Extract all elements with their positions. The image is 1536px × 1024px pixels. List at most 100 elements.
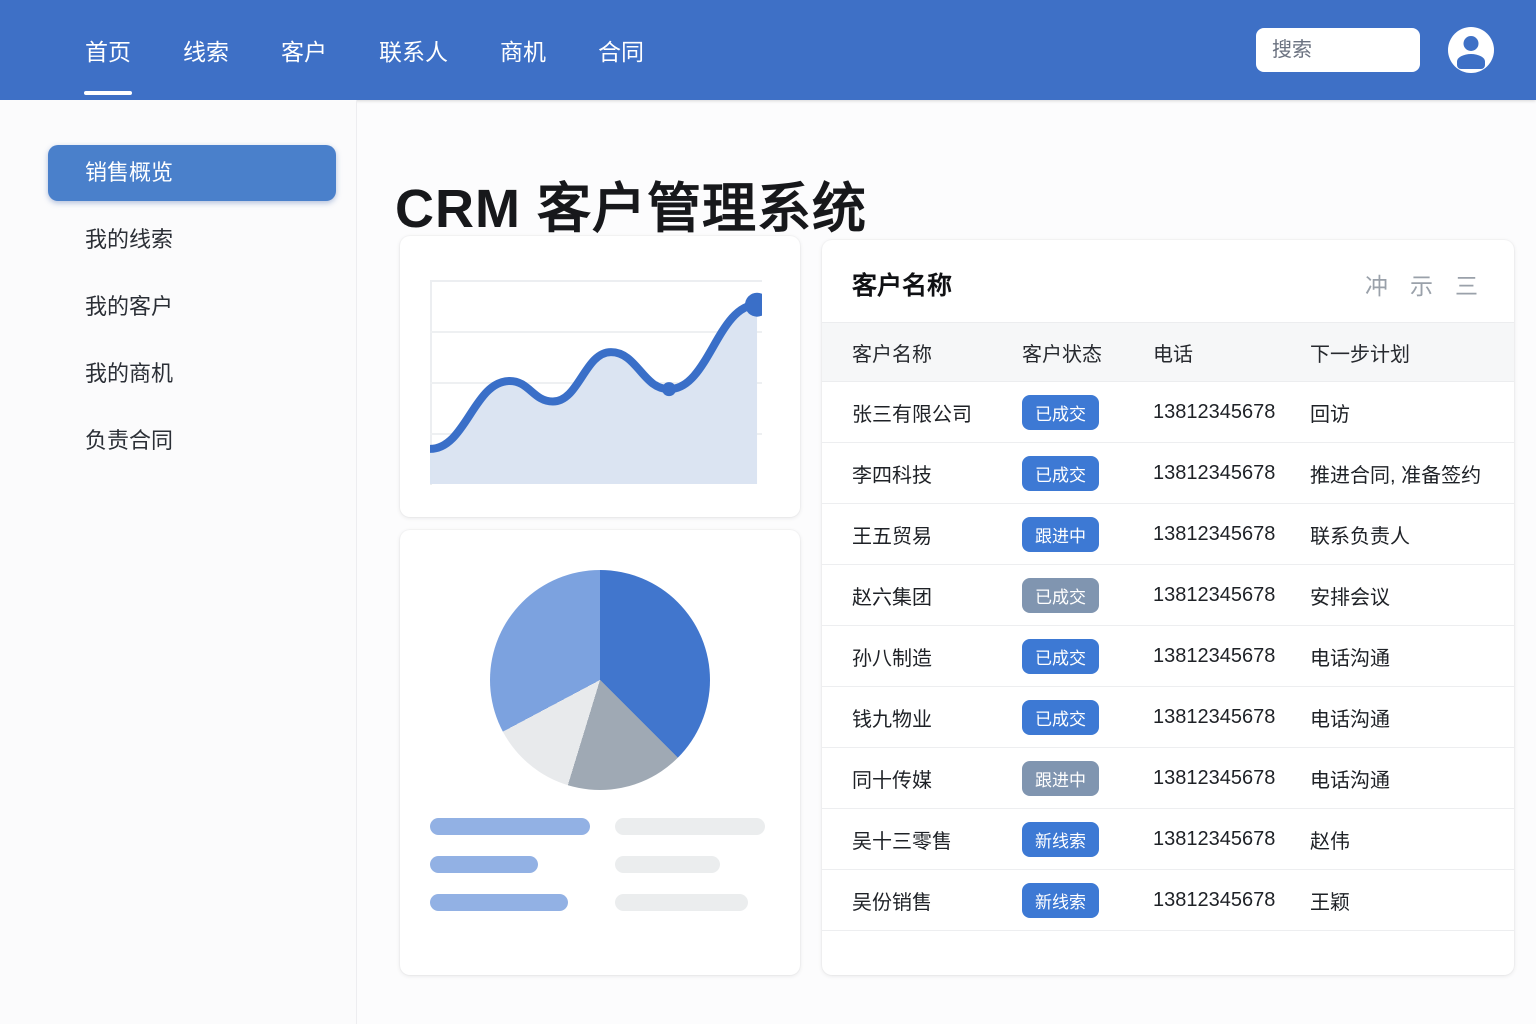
col-customer-status: 客户状态: [1022, 343, 1102, 366]
customer-name-cell: 钱九物业: [852, 708, 932, 731]
legend-skeleton-bar-gray: [615, 856, 720, 873]
legend-skeleton-bar-gray: [615, 818, 765, 835]
table-header-row: 客户名称 客户状态 电话 下一步计划: [822, 322, 1514, 382]
sidebar-item-my-contracts[interactable]: 负责合同: [85, 428, 174, 453]
search-input[interactable]: [1256, 28, 1420, 72]
customer-name-cell: 赵六集团: [852, 586, 932, 609]
legend-left-col: [430, 856, 615, 873]
customer-name-cell: 张三有限公司: [852, 403, 972, 426]
navbar-right-group: [1256, 27, 1536, 73]
legend-skeleton-bar-gray: [615, 894, 748, 911]
next-plan-cell: 电话沟通: [1310, 708, 1390, 731]
phone-cell: 13812345678: [1153, 705, 1276, 728]
next-plan-cell: 电话沟通: [1310, 769, 1390, 792]
phone-cell: 13812345678: [1153, 644, 1276, 667]
panel-toolbar: 冲示三: [1365, 267, 1478, 301]
data-point-marker: [662, 382, 677, 397]
customer-status-cell: 已成交: [1022, 577, 1153, 613]
trend-chart-card: [400, 236, 800, 517]
line-chart: [426, 280, 770, 486]
avatar-person-icon-body: [1457, 54, 1485, 69]
customers-panel-header: 客户名称 冲示三: [822, 240, 1514, 322]
customer-status-cell: 已成交: [1022, 455, 1153, 491]
customer-name-cell: 孙八制造: [852, 647, 932, 670]
customer-name-cell: 同十传媒: [852, 769, 932, 792]
legend-skeleton-bar-blue: [430, 894, 568, 911]
legend-row: [430, 894, 774, 911]
customer-name-cell: 吴份销售: [852, 891, 932, 914]
phone-cell: 13812345678: [1153, 766, 1276, 789]
next-plan-cell: 安排会议: [1310, 586, 1390, 609]
customer-status-cell: 已成交: [1022, 638, 1153, 674]
legend-row: [430, 818, 774, 835]
table-body: 张三有限公司 已成交 13812345678 回访 李四科技 已成交 13812345678…: [822, 382, 1514, 931]
sort-icon[interactable]: 示: [1410, 273, 1433, 299]
table-row[interactable]: 吴十三零售 新线索 13812345678 赵伟: [822, 809, 1514, 870]
table-row[interactable]: 同十传媒 跟进中 13812345678 电话沟通: [822, 748, 1514, 809]
legend-row: [430, 856, 774, 873]
pie-legend-skeleton: [430, 818, 774, 932]
customers-panel-title: 客户名称: [852, 272, 953, 300]
customer-name-cell: 吴十三零售: [852, 830, 952, 853]
table-row[interactable]: 钱九物业 已成交 13812345678 电话沟通: [822, 687, 1514, 748]
pie-chart-card: [400, 530, 800, 975]
next-plan-cell: 回访: [1310, 403, 1350, 426]
legend-skeleton-bar-blue: [430, 818, 590, 835]
nav-item-opportunities[interactable]: 商机: [500, 39, 546, 65]
status-badge: 跟进中: [1022, 760, 1099, 796]
customer-name-cell: 王五贸易: [852, 525, 932, 548]
table-row[interactable]: 王五贸易 跟进中 13812345678 联系负责人: [822, 504, 1514, 565]
phone-cell: 13812345678: [1153, 888, 1276, 911]
nav-menu: 首页 线索 客户 联系人 商机 合同: [0, 33, 644, 67]
filter-icon[interactable]: 冲: [1365, 273, 1388, 299]
next-plan-cell: 赵伟: [1310, 830, 1350, 853]
table-row[interactable]: 吴份销售 新线索 13812345678 王颖: [822, 870, 1514, 931]
table-row[interactable]: 赵六集团 已成交 13812345678 安排会议: [822, 565, 1514, 626]
nav-item-leads[interactable]: 线索: [183, 39, 229, 65]
phone-cell: 13812345678: [1153, 400, 1276, 423]
phone-cell: 13812345678: [1153, 583, 1276, 606]
next-plan-cell: 联系负责人: [1310, 525, 1410, 548]
menu-icon[interactable]: 三: [1455, 273, 1478, 299]
legend-left-col: [430, 894, 615, 911]
line-chart-svg: [426, 280, 770, 485]
nav-item-home[interactable]: 首页: [85, 33, 131, 67]
status-badge: 已成交: [1022, 394, 1099, 430]
col-customer-name: 客户名称: [852, 343, 932, 366]
phone-cell: 13812345678: [1153, 522, 1276, 545]
sidebar-item-overview[interactable]: 销售概览: [48, 145, 336, 201]
customer-status-cell: 已成交: [1022, 699, 1153, 735]
nav-item-customers[interactable]: 客户: [281, 39, 327, 65]
status-badge: 新线索: [1022, 882, 1099, 918]
customer-status-cell: 新线索: [1022, 821, 1153, 857]
status-badge: 已成交: [1022, 455, 1099, 491]
sidebar-item-my-leads[interactable]: 我的线索: [85, 227, 174, 252]
status-badge: 新线索: [1022, 821, 1099, 857]
user-avatar[interactable]: [1448, 27, 1494, 73]
customer-status-cell: 跟进中: [1022, 516, 1153, 552]
legend-skeleton-bar-blue: [430, 856, 538, 873]
status-badge: 已成交: [1022, 699, 1099, 735]
table-row[interactable]: 李四科技 已成交 13812345678 推进合同, 准备签约: [822, 443, 1514, 504]
table-row[interactable]: 孙八制造 已成交 13812345678 电话沟通: [822, 626, 1514, 687]
nav-item-contacts[interactable]: 联系人: [379, 39, 448, 65]
next-plan-cell: 推进合同, 准备签约: [1310, 464, 1482, 487]
table-row[interactable]: 张三有限公司 已成交 13812345678 回访: [822, 382, 1514, 443]
sidebar-item-my-customers[interactable]: 我的客户: [85, 294, 174, 319]
sidebar: 销售概览我的线索我的客户我的商机负责合同: [0, 100, 357, 1024]
legend-left-col: [430, 818, 615, 835]
avatar-person-icon: [1463, 36, 1479, 51]
col-next-plan: 下一步计划: [1310, 343, 1410, 366]
customer-status-cell: 已成交: [1022, 394, 1153, 430]
page-title: CRM 客户管理系统: [395, 179, 867, 240]
customer-status-cell: 跟进中: [1022, 760, 1153, 796]
phone-cell: 13812345678: [1153, 827, 1276, 850]
nav-item-contracts[interactable]: 合同: [598, 39, 644, 65]
phone-cell: 13812345678: [1153, 461, 1276, 484]
pie-chart: [490, 570, 710, 790]
next-plan-cell: 电话沟通: [1310, 647, 1390, 670]
status-badge: 跟进中: [1022, 516, 1099, 552]
sidebar-item-my-opportunities[interactable]: 我的商机: [85, 361, 174, 386]
next-plan-cell: 王颖: [1310, 891, 1350, 914]
